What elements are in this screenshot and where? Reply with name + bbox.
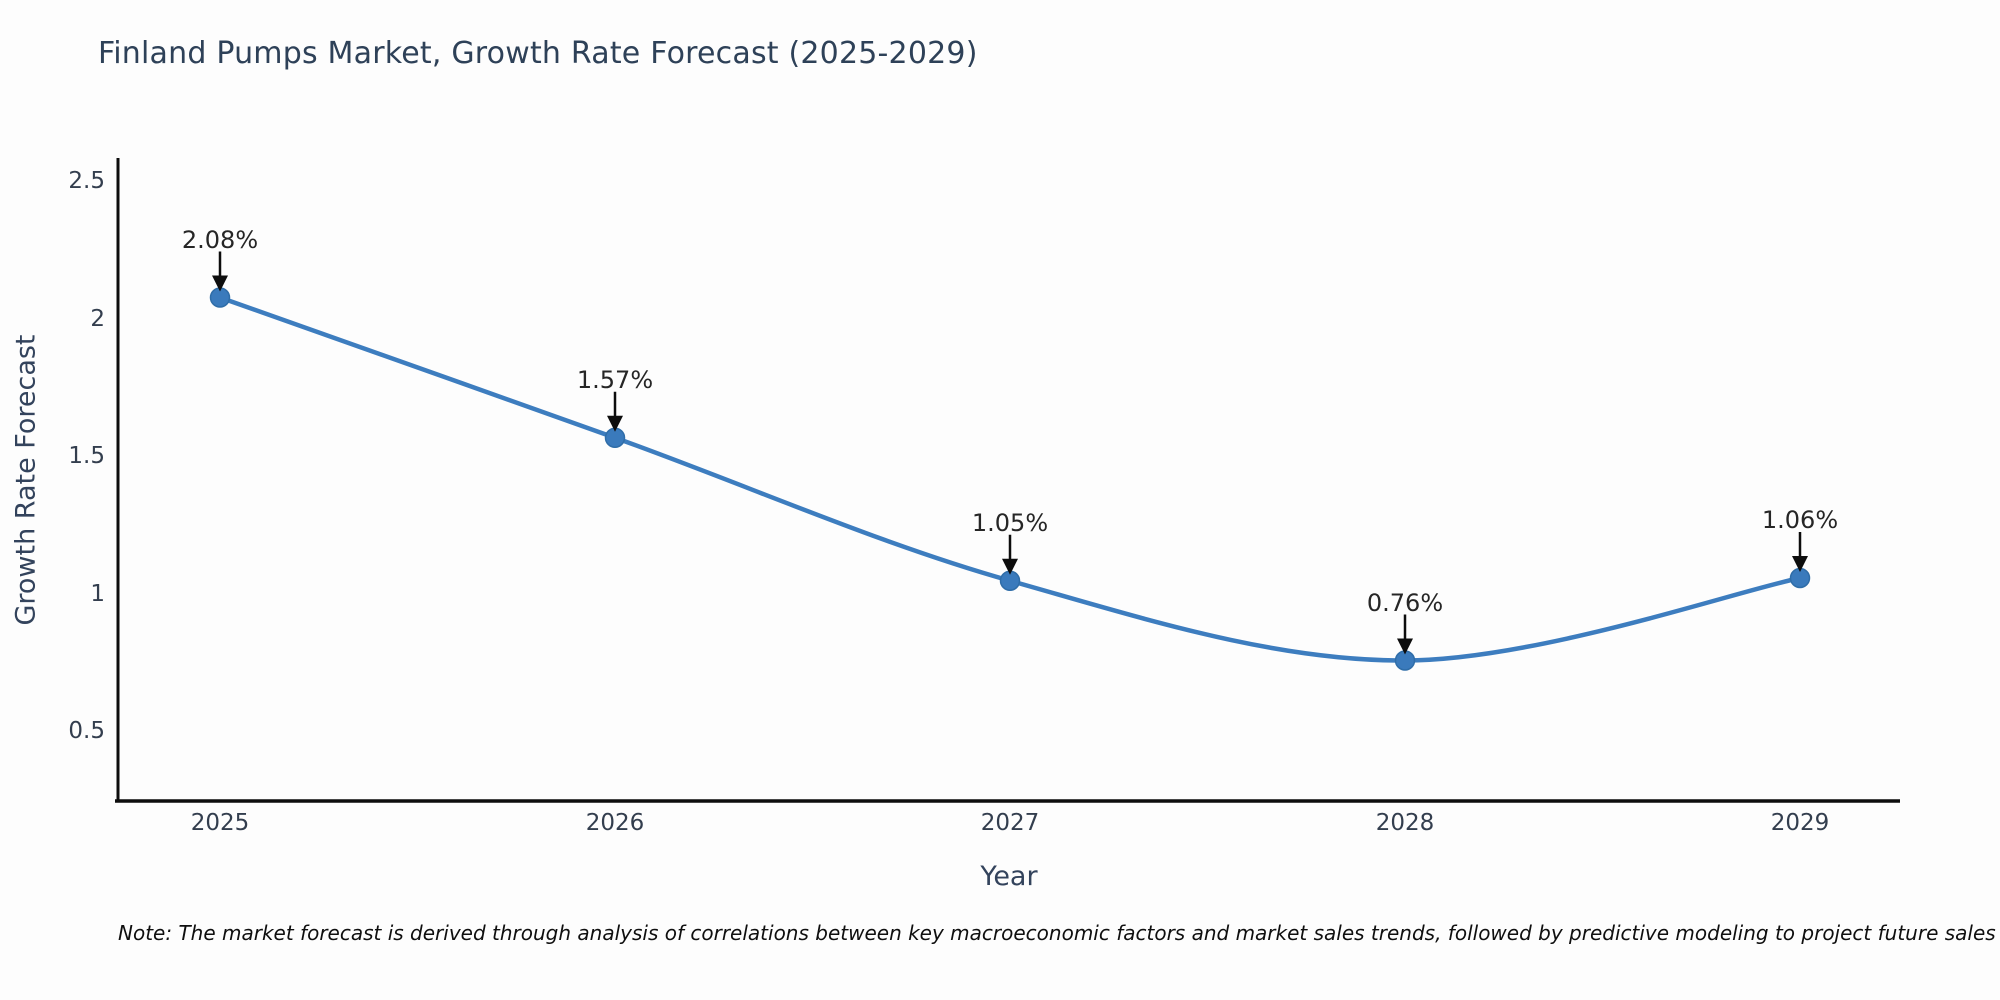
y-tick-label: 1.5: [68, 443, 105, 469]
point-annotation: 1.06%: [1761, 506, 1839, 534]
chart-title: Finland Pumps Market, Growth Rate Foreca…: [98, 36, 978, 71]
footnote: Note: The market forecast is derived thr…: [118, 921, 1996, 945]
y-tick-label: 2.5: [68, 168, 105, 194]
annotation-arrow-head: [1397, 638, 1413, 655]
point-annotation: 1.57%: [576, 365, 654, 394]
y-tick-label: 1: [90, 580, 105, 607]
x-tick-label: 2025: [190, 810, 250, 836]
x-tick-label: 2027: [980, 810, 1040, 836]
annotation-arrow-head: [1002, 558, 1018, 575]
y-tick-label: 0.5: [68, 718, 105, 744]
y-tick-label: 2: [90, 305, 105, 332]
annotation-arrow-head: [1792, 556, 1808, 572]
point-annotation: 0.76%: [1366, 588, 1444, 617]
annotation-arrow-head: [607, 415, 623, 432]
point-annotation: 2.08%: [181, 225, 259, 254]
point-annotation: 1.05%: [971, 508, 1049, 537]
y-axis-title: Growth Rate Forecast: [10, 334, 42, 626]
x-tick-label: 2028: [1375, 810, 1435, 836]
x-axis-title: Year: [980, 861, 1038, 892]
forecast-line: [217, 295, 1803, 663]
x-tick-label: 2026: [585, 810, 645, 836]
annotation-arrow-head: [212, 275, 228, 292]
x-tick-label: 2029: [1770, 810, 1830, 836]
